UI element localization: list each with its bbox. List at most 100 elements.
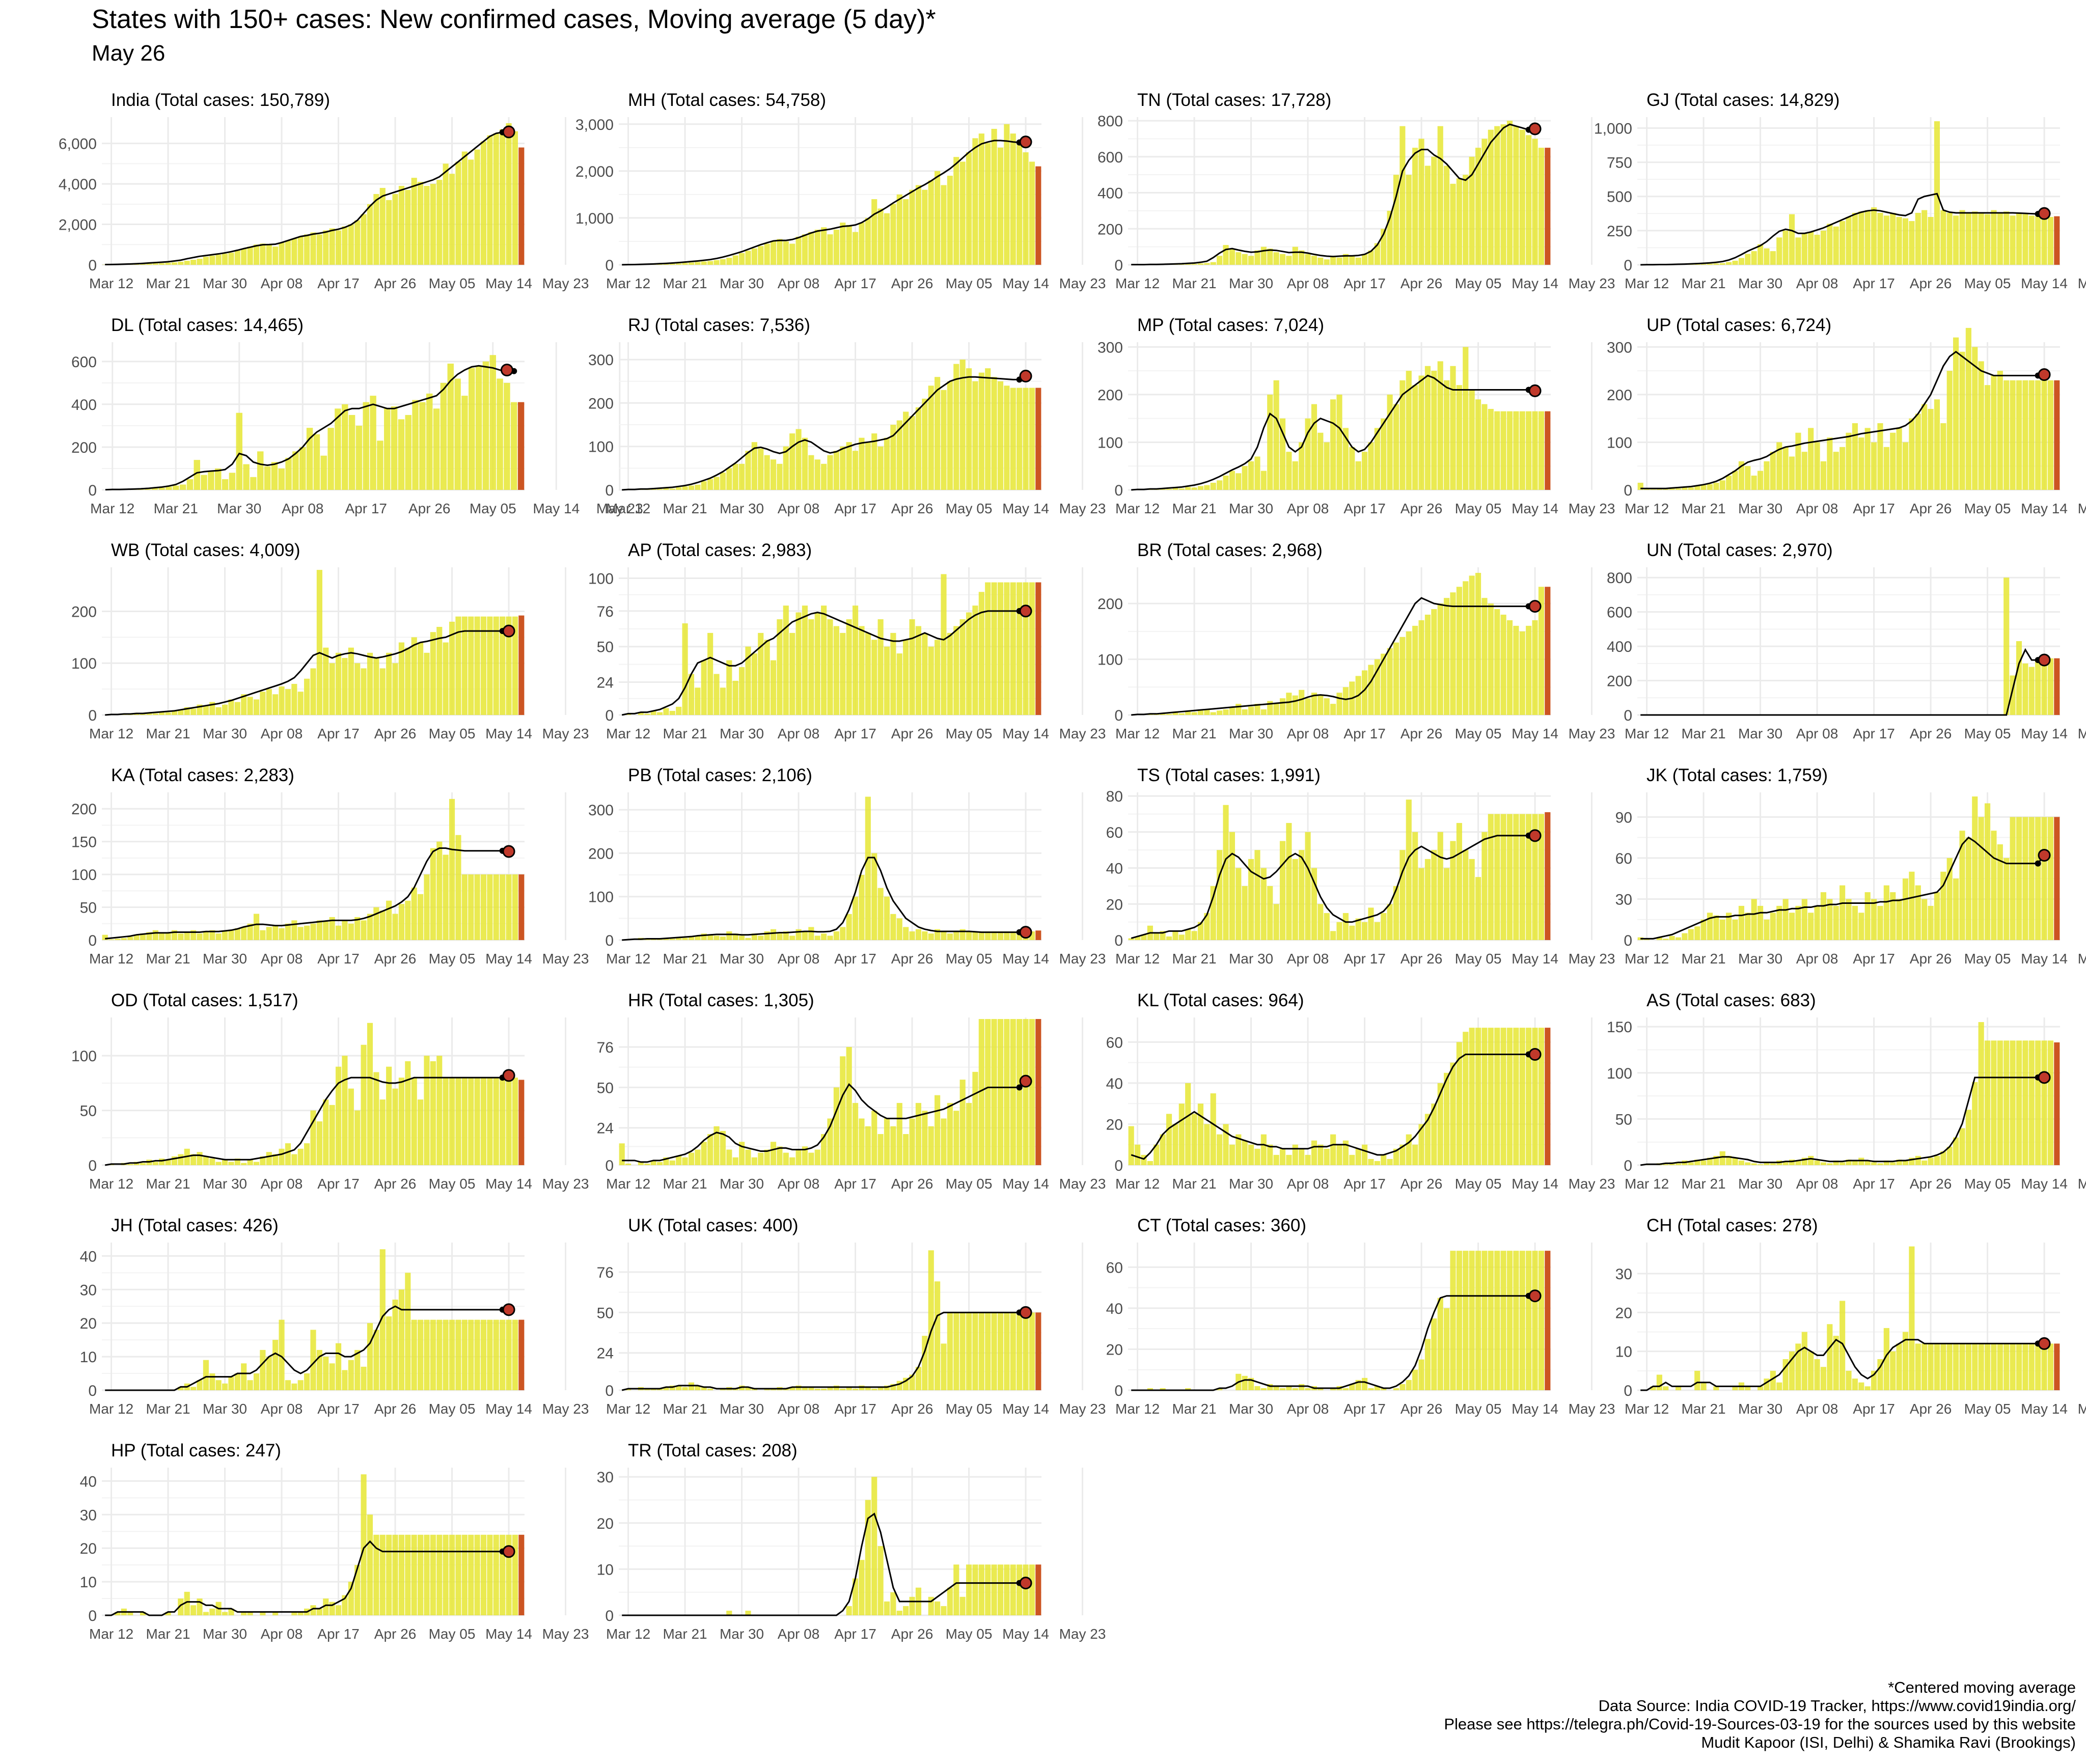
bar: [1229, 249, 1235, 265]
bar: [896, 420, 902, 490]
bar: [650, 1160, 656, 1165]
bar: [707, 261, 713, 265]
bar: [411, 1319, 417, 1390]
bar: [941, 1118, 947, 1165]
bar: [991, 377, 997, 490]
bar: [335, 408, 341, 490]
bar: [1494, 814, 1500, 940]
bar: [1669, 935, 1675, 940]
bar: [292, 451, 299, 490]
bar: [443, 1078, 449, 1165]
bar: [2047, 380, 2053, 490]
bar: [190, 708, 197, 715]
bar: [2047, 658, 2053, 715]
bar: [433, 408, 440, 490]
x-tick-label: Mar 12: [606, 501, 650, 516]
bar: [1481, 1028, 1488, 1165]
bar: [833, 1087, 839, 1165]
y-tick-label: 100: [71, 655, 97, 672]
bar: [241, 1363, 247, 1390]
x-tick-label: Apr 17: [317, 951, 360, 967]
x-tick-label: Mar 30: [720, 275, 764, 291]
bar: [1393, 175, 1399, 265]
bar: [379, 911, 386, 940]
y-tick-label: 0: [1114, 257, 1123, 274]
bar: [1506, 121, 1513, 265]
bar: [1286, 256, 1292, 265]
bar: [1393, 642, 1399, 715]
bar: [770, 1142, 777, 1165]
x-tick-label: Mar 21: [663, 1176, 707, 1192]
x-tick-label: May 23: [2078, 501, 2086, 516]
bar: [676, 263, 682, 265]
bar: [411, 1534, 417, 1615]
moving-average-line: [1131, 597, 1535, 716]
bar: [985, 1564, 991, 1615]
x-tick-label: Apr 08: [778, 1626, 820, 1642]
bar: [497, 378, 503, 490]
bar: [1776, 1382, 1782, 1390]
bar: [1814, 234, 1820, 265]
x-tick-label: May 23: [542, 951, 589, 967]
bar: [1361, 670, 1368, 715]
bar: [2022, 1040, 2028, 1165]
y-tick-label: 0: [88, 1608, 97, 1624]
panel-title: TS (Total cases: 1,991): [1137, 765, 1321, 785]
x-tick-label: May 14: [485, 951, 532, 967]
bar: [184, 707, 190, 715]
x-tick-label: Apr 17: [1343, 275, 1386, 291]
bar: [323, 647, 329, 715]
bar: [140, 264, 146, 265]
x-tick-label: May 23: [1569, 275, 1615, 291]
bar: [392, 194, 398, 265]
bar: [449, 621, 455, 715]
bar: [688, 674, 695, 715]
bar: [1017, 931, 1023, 940]
bar: [877, 1546, 884, 1615]
bar: [297, 1148, 304, 1165]
bar: [1254, 1148, 1260, 1165]
bar: [253, 699, 260, 715]
y-tick-label: 200: [1097, 387, 1123, 404]
bar: [1940, 1151, 1946, 1165]
bar: [1311, 404, 1318, 490]
x-tick-label: May 14: [485, 726, 532, 741]
bar: [1444, 1072, 1450, 1165]
panel-title: AP (Total cases: 2,983): [628, 540, 812, 560]
bar: [808, 1152, 814, 1165]
bar: [1204, 1124, 1210, 1165]
bar: [1178, 264, 1185, 265]
bar: [1532, 139, 1538, 265]
bar: [247, 923, 253, 940]
bar: [487, 616, 493, 715]
panel-title: BR (Total cases: 2,968): [1137, 540, 1323, 560]
bar: [348, 1088, 354, 1165]
bar: [1017, 143, 1023, 265]
bar: [1204, 913, 1210, 940]
y-tick-label: 0: [1624, 1383, 1632, 1399]
bar: [1292, 461, 1298, 490]
bar: [260, 243, 266, 265]
bar: [1902, 218, 1909, 265]
bar: [676, 937, 682, 940]
bar: [1846, 899, 1852, 940]
bar: [468, 1319, 474, 1390]
x-tick-label: Apr 26: [1910, 951, 1952, 967]
x-tick-label: May 14: [2021, 275, 2068, 291]
bar: [271, 462, 278, 490]
x-tick-label: Apr 08: [1287, 501, 1329, 516]
y-tick-label: 0: [1624, 707, 1632, 724]
bar: [1656, 1374, 1662, 1390]
bar: [638, 712, 644, 715]
bar: [656, 1162, 663, 1165]
bar: [1368, 907, 1374, 940]
bar: [2035, 1343, 2041, 1390]
bar: [418, 642, 424, 715]
x-tick-label: May 23: [2078, 726, 2086, 741]
x-tick-label: Apr 17: [834, 501, 876, 516]
bar: [1292, 246, 1298, 265]
bar: [234, 702, 240, 715]
bar: [373, 194, 379, 265]
bar: [707, 934, 713, 940]
